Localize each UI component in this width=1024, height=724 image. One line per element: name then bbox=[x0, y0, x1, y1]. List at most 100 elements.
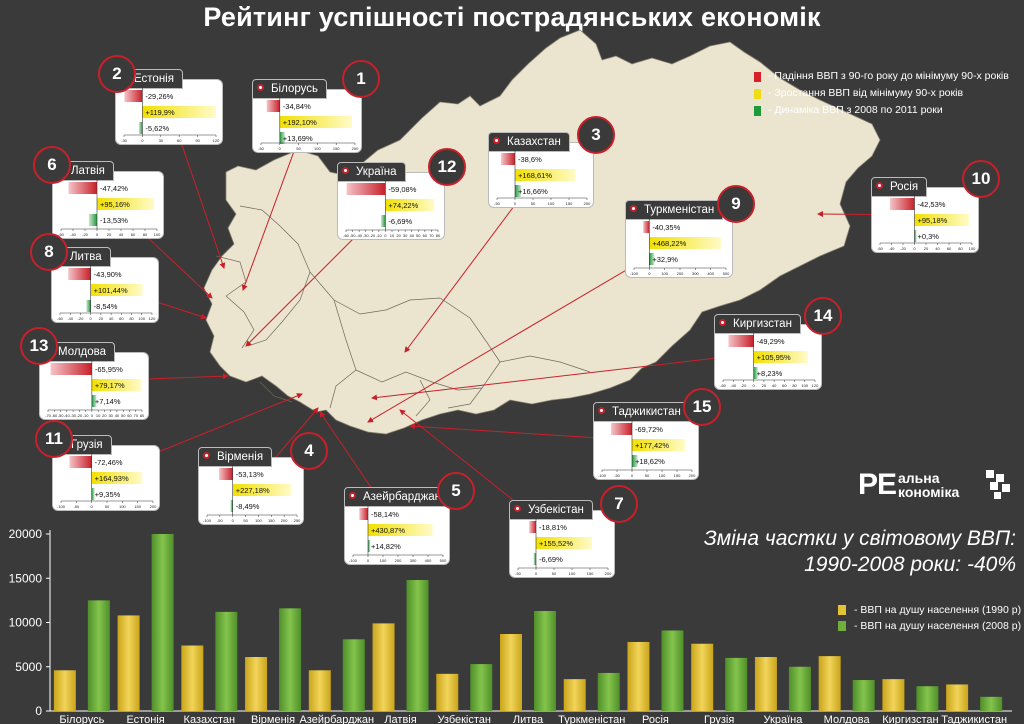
mini-tick-label: 40 bbox=[109, 316, 114, 321]
mini-bar bbox=[890, 198, 915, 210]
mini-bar bbox=[632, 439, 686, 451]
legend-item-decline: - Падіння ВВП з 90-го року до мінімуму 9… bbox=[754, 68, 1009, 85]
mini-tick-label: 0 bbox=[279, 146, 282, 151]
mini-bar-label: -49,29% bbox=[757, 337, 785, 346]
mini-bar bbox=[230, 500, 233, 512]
mini-bar-label: +177,42% bbox=[635, 441, 669, 450]
mini-bar bbox=[649, 237, 722, 249]
mini-tick-label: 50 bbox=[531, 201, 536, 206]
mini-bar bbox=[381, 215, 386, 227]
mini-tick-label: 100 bbox=[548, 201, 555, 206]
mini-bar bbox=[632, 455, 638, 467]
mini-tick-label: 150 bbox=[566, 201, 573, 206]
pin-icon bbox=[493, 137, 500, 144]
summary-text: Зміна частки у світовому ВВП: 1990-2008 … bbox=[640, 526, 1016, 578]
country-card: Азейрбарджан -58,14% +430,87% +14,82% -100 0 1… bbox=[344, 487, 451, 564]
mini-bar-label: -6,69% bbox=[539, 555, 563, 564]
mini-bar-label: +164,93% bbox=[95, 474, 129, 483]
mini-tick-label: 100 bbox=[255, 518, 262, 523]
rank-badge: 1 bbox=[342, 60, 380, 98]
mini-tick-label: 40 bbox=[115, 413, 120, 418]
mini-tick-label: 0 bbox=[535, 571, 538, 576]
rank-badge: 7 bbox=[600, 485, 638, 523]
mini-tick-label: -30 bbox=[121, 138, 128, 143]
pin-icon bbox=[203, 452, 210, 459]
country-card: Молдова -65,95% +79,17% +7,14% -70 -60 -50 -40-… bbox=[39, 342, 148, 419]
mini-chart: -40,35% +468,22% +32,9% -100 0 100 200 300 400 50… bbox=[630, 217, 730, 276]
mini-bar bbox=[728, 335, 754, 347]
mini-chart: -58,14% +430,87% +14,82% -100 0 100 200 300 400 5… bbox=[349, 504, 447, 563]
mini-bar-label: +0,3% bbox=[918, 232, 940, 241]
mini-tick-label: 120 bbox=[213, 138, 220, 143]
mini-bar bbox=[124, 90, 143, 102]
mini-tick-label: 60 bbox=[177, 138, 182, 143]
mini-tick-label: 120 bbox=[812, 383, 819, 388]
mini-bar bbox=[86, 300, 91, 312]
mini-bar-label: -69,72% bbox=[635, 425, 663, 434]
mini-bar-label: +14,82% bbox=[371, 542, 401, 551]
country-name: Росія bbox=[890, 181, 919, 193]
mini-tick-label: 150 bbox=[134, 504, 141, 509]
pin-icon bbox=[514, 505, 521, 512]
mini-bar-label: -43,90% bbox=[94, 270, 122, 279]
logo-mark: РЕ bbox=[858, 468, 897, 501]
mini-tick-label: 200 bbox=[689, 473, 696, 478]
mini-tick-label: 0 bbox=[648, 271, 651, 276]
mini-tick-label: 500 bbox=[723, 271, 730, 276]
mini-tick-label: 80 bbox=[792, 383, 797, 388]
mini-bar bbox=[279, 116, 353, 128]
mini-tick-label: 90 bbox=[195, 138, 200, 143]
country-name: Казахстан bbox=[507, 136, 561, 148]
mini-tick-label: -40 bbox=[67, 316, 74, 321]
country-card: Узбекістан -18,81% +155,52% -6,69% -50 0 50 100… bbox=[509, 500, 614, 577]
mini-tick-label: 200 bbox=[677, 271, 684, 276]
mini-tick-label: 200 bbox=[281, 518, 288, 523]
mini-tick-label: 60 bbox=[947, 246, 952, 251]
mini-chart: -69,72% +177,42% +18,62% -100 -50 0 50 100 150 20… bbox=[598, 419, 696, 478]
mini-chart: -43,90% +101,44% -8,54% -60 -40 -20 0 20 40 60 80 1… bbox=[57, 264, 156, 321]
mini-tick-label: 150 bbox=[333, 146, 340, 151]
mini-bar bbox=[346, 183, 386, 195]
country-name: Молдова bbox=[58, 346, 107, 358]
mini-tick-label: 10 bbox=[390, 233, 395, 238]
mini-tick-label: -60 bbox=[58, 232, 65, 237]
mini-tick-label: 200 bbox=[150, 504, 157, 509]
rank-badge: 3 bbox=[577, 116, 615, 154]
mini-tick-label: 300 bbox=[410, 558, 417, 563]
country-card: Туркменістан -40,35% +468,22% +32,9% -100 0 10… bbox=[625, 200, 732, 277]
mini-bar-label: +16,66% bbox=[518, 187, 548, 196]
country-card-header: Україна bbox=[337, 162, 406, 182]
mini-tick-label: 70 bbox=[429, 233, 434, 238]
mini-tick-label: -20 bbox=[82, 232, 89, 237]
mini-bar-label: +101,44% bbox=[94, 286, 128, 295]
mini-tick-label: -40 bbox=[889, 246, 896, 251]
country-name: Грузія bbox=[71, 439, 103, 451]
mini-tick-label: 100 bbox=[969, 246, 976, 251]
mini-bar-label: -8,49% bbox=[236, 502, 260, 511]
summary-line2: 1990-2008 роки: -40% bbox=[804, 553, 1016, 576]
mini-bar bbox=[91, 472, 143, 484]
country-card: Україна -59,08% +74,22% -6,69% -60 -50 -40 -30-… bbox=[337, 162, 444, 239]
mini-tick-label: -20 bbox=[900, 246, 907, 251]
mini-bar bbox=[69, 456, 92, 468]
mini-bar-label: -8,54% bbox=[94, 302, 118, 311]
mini-bar-label: -5,62% bbox=[145, 124, 169, 133]
mini-tick-label: 30 bbox=[159, 138, 164, 143]
mini-bar-label: -6,69% bbox=[388, 217, 412, 226]
mini-bar bbox=[501, 153, 515, 165]
country-card: Естонія -29,26% +119,9% -5,62% -30 0 30 60 90 120 bbox=[115, 69, 222, 144]
mini-tick-label: 100 bbox=[138, 316, 145, 321]
mini-bar-label: +9,35% bbox=[95, 490, 121, 499]
map-landmass bbox=[203, 29, 881, 435]
country-name: Латвія bbox=[71, 165, 105, 177]
mini-tick-label: -50 bbox=[73, 504, 80, 509]
mini-tick-label: 80 bbox=[436, 233, 441, 238]
mini-tick-label: 100 bbox=[154, 232, 161, 237]
rank-badge: 6 bbox=[33, 146, 71, 184]
mini-bar-label: -65,95% bbox=[95, 365, 123, 374]
mini-chart: -49,29% +105,95% +8,23% -60 -40 -20 0 20 40 60 80 1… bbox=[720, 331, 819, 388]
mini-tick-label: -20 bbox=[741, 383, 748, 388]
mini-chart: -59,08% +74,22% -6,69% -60 -50 -40 -30 -20 -10 0 1… bbox=[343, 179, 441, 238]
mini-tick-label: 200 bbox=[352, 146, 359, 151]
